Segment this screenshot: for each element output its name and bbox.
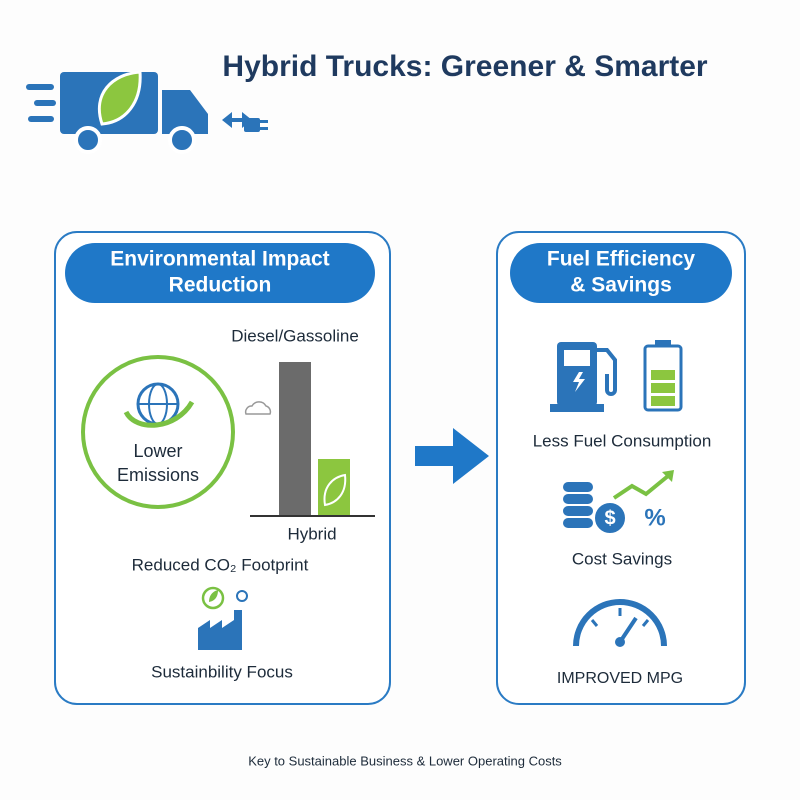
item-label: Less Fuel Consumption xyxy=(533,431,712,450)
right-panel-header xyxy=(510,243,732,303)
fuel-pump-icon xyxy=(550,342,617,412)
bar-label: Hybrid xyxy=(287,524,336,543)
leaf-icon xyxy=(323,473,347,507)
bar-label: Diesel/Gassoline xyxy=(231,326,359,345)
right-panel-title: & Savings xyxy=(570,274,672,297)
battery-icon xyxy=(643,340,683,412)
item-label: IMPROVED MPG xyxy=(557,670,683,687)
item-label: Cost Savings xyxy=(572,549,672,568)
diesel-bar xyxy=(279,362,311,515)
item-label: Reduced CO₂ Footprint xyxy=(132,555,309,574)
left-panel-title: Environmental Impact xyxy=(110,248,329,271)
footer: Key to Sustainable Business & Lower Oper… xyxy=(248,753,562,768)
gauge-icon xyxy=(573,599,667,647)
item-label: Sustainbility Focus xyxy=(151,662,293,681)
left-panel-title: Reduction xyxy=(169,274,272,297)
savings-icon xyxy=(563,470,674,535)
cloud-icon xyxy=(244,401,272,415)
factory-icon xyxy=(198,586,248,650)
emissions-badge xyxy=(81,355,235,509)
percent-symbol: % xyxy=(644,504,665,531)
title: Hybrid Trucks: Greener & Smarter xyxy=(222,50,708,83)
globe-icon xyxy=(123,382,195,428)
dollar-symbol: $ xyxy=(604,507,615,529)
badge-text: Lower xyxy=(133,441,182,461)
right-panel-title: Fuel Efficiency xyxy=(547,248,696,271)
truck-icon xyxy=(26,70,268,154)
arrow xyxy=(415,428,489,484)
left-panel-header xyxy=(65,243,375,303)
badge-text: Emissions xyxy=(117,465,199,485)
